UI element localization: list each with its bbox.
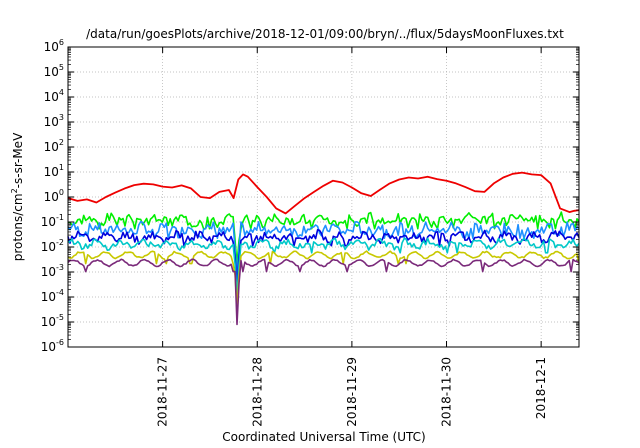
y-axis-label: protons/cm2-s-sr-MeV: [10, 132, 25, 261]
y-tick-label: 10-2: [41, 238, 64, 254]
x-tick-label: 2018-12-1: [534, 357, 548, 419]
y-tick-label: 105: [44, 63, 64, 79]
series-line-3: [67, 229, 580, 286]
x-tick-label: 2018-11-28: [250, 357, 264, 427]
x-tick-label: 2018-11-30: [440, 357, 454, 427]
x-tick-label: 2018-11-27: [156, 357, 170, 427]
y-tick-label: 102: [44, 138, 64, 154]
chart-title: /data/run/goesPlots/archive/2018-12-01/0…: [86, 27, 564, 41]
y-tick-label: 101: [44, 163, 64, 179]
y-axis: 10-6 10-5 10-4 10-3 10-2 10-1 100 101 102 103 104 1…: [41, 38, 579, 354]
series-line-0: [67, 171, 580, 215]
y-tick-label: 100: [44, 188, 64, 204]
y-tick-label: 106: [44, 38, 64, 54]
y-tick-label: 10-4: [41, 288, 64, 304]
grid: [68, 47, 579, 347]
y-tick-label: 10-3: [41, 263, 64, 279]
y-tick-label: 104: [44, 88, 64, 104]
series-group: [67, 171, 580, 326]
series-line-4: [67, 237, 580, 296]
series-line-1: [67, 211, 580, 266]
x-axis: 2018-11-27 2018-11-28 2018-11-29 2018-11-30…: [156, 47, 548, 427]
x-axis-label: Coordinated Universal Time (UTC): [222, 430, 425, 444]
y-tick-label: 10-6: [41, 338, 64, 354]
y-tick-label: 10-1: [41, 213, 64, 229]
series-line-6: [67, 258, 580, 326]
y-tick-label: 10-5: [41, 313, 64, 329]
y-tick-label: 103: [44, 113, 64, 129]
x-tick-label: 2018-11-29: [345, 357, 359, 427]
series-line-5: [67, 250, 580, 308]
